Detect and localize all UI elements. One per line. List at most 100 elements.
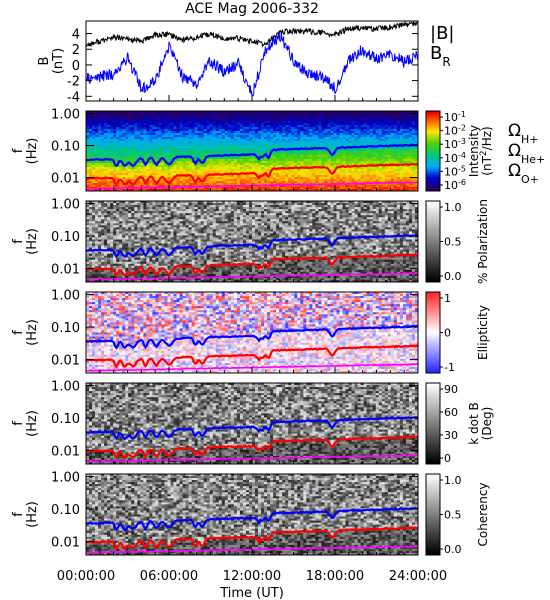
spectrogram-cell <box>128 175 132 178</box>
spectrogram-cell <box>101 125 105 128</box>
spectrogram-cell <box>140 127 144 130</box>
spectrogram-cell <box>140 137 144 140</box>
spectrogram-cell <box>104 181 108 184</box>
spectrogram-cell <box>131 189 135 192</box>
spectrogram-cell <box>107 119 111 122</box>
spectrogram-cell <box>92 149 96 152</box>
spectrogram-cell <box>95 133 99 136</box>
spectrogram-cell <box>116 145 120 148</box>
spectrogram-cell <box>98 125 102 128</box>
spectrogram-cell <box>137 163 141 166</box>
spectrogram-cell <box>119 167 123 170</box>
spectrogram-cell <box>146 173 150 176</box>
spectrogram-cell <box>89 153 93 156</box>
spectrogram-cell <box>125 153 129 156</box>
spectrogram-cell <box>143 175 147 178</box>
spectrogram-cell <box>131 119 135 122</box>
spectrogram-cell <box>140 147 144 150</box>
spectrogram-cell <box>134 165 138 168</box>
spectrogram-cell <box>128 153 132 156</box>
spectrogram-cell <box>89 149 93 152</box>
spectrogram-cell <box>131 121 135 124</box>
spectrogram-cell <box>143 127 147 130</box>
spectrogram-cell <box>89 137 93 140</box>
spectrogram-cell <box>140 115 144 118</box>
spectrogram-cell <box>119 165 123 168</box>
spectrogram-cell <box>113 171 117 174</box>
y-tick-label: 0 <box>72 59 80 74</box>
spectrogram-cell <box>113 133 117 136</box>
spectrogram-cell <box>146 131 150 134</box>
spectrogram-cell <box>134 155 138 158</box>
spectrogram-cell <box>104 129 108 132</box>
spectrogram-cell <box>89 185 93 188</box>
spectrogram-cell <box>125 167 129 170</box>
spectrogram-cell <box>98 163 102 166</box>
spectrogram-cell <box>125 147 129 150</box>
spectrogram-cell <box>95 137 99 140</box>
spectrogram-cell <box>143 153 147 156</box>
spectrogram-cell <box>95 135 99 138</box>
spectrogram-cell <box>86 165 90 168</box>
spectrogram-cell <box>146 151 150 154</box>
spectrogram-cell <box>101 139 105 142</box>
spectrogram-cell <box>116 153 120 156</box>
spectrogram-cell <box>89 129 93 132</box>
spectrogram-cell <box>113 151 117 154</box>
spectrogram-cell <box>137 139 141 142</box>
spectrogram-cell <box>89 141 93 144</box>
spectrogram-cell <box>113 145 117 148</box>
spectrogram-cell <box>119 123 123 126</box>
spectrogram-cell <box>107 167 111 170</box>
spectrogram-cell <box>98 131 102 134</box>
spectrogram-cell <box>104 159 108 162</box>
spectrogram-cell <box>137 127 141 130</box>
spectrogram-cell <box>101 175 105 178</box>
spectrogram-cell <box>89 167 93 170</box>
spectrogram-cell <box>140 167 144 170</box>
spectrogram-cell <box>95 171 99 174</box>
spectrogram-cell <box>116 115 120 118</box>
spectrogram-cell <box>104 115 108 118</box>
spectrogram-cell <box>92 169 96 172</box>
spectrogram-cell <box>122 175 126 178</box>
spectrogram-cell <box>131 111 135 114</box>
spectrogram-cell <box>131 141 135 144</box>
spectrogram-cell <box>122 169 126 172</box>
spectrogram-cell <box>110 115 114 118</box>
spectrogram-cell <box>122 143 126 146</box>
spectrogram-cell <box>143 173 147 176</box>
spectrogram-cell <box>119 173 123 176</box>
spectrogram-cell <box>95 111 99 114</box>
spectrogram-cell <box>146 165 150 168</box>
y-axis-label: B(nT) <box>37 48 66 74</box>
spectrogram-cell <box>107 179 111 182</box>
spectrogram-cell <box>107 181 111 184</box>
spectrogram-cell <box>137 143 141 146</box>
spectrogram-cell <box>119 175 123 178</box>
spectrogram-cell <box>119 135 123 138</box>
spectrogram-cell <box>107 149 111 152</box>
spectrogram-cell <box>125 117 129 120</box>
spectrogram-cell <box>134 189 138 192</box>
spectrogram-cell <box>98 129 102 132</box>
spectrogram-cell <box>107 135 111 138</box>
spectrogram-cell <box>101 149 105 152</box>
spectrogram-cell <box>116 129 120 132</box>
spectrogram-cell <box>104 139 108 142</box>
spectrogram-cell <box>110 157 114 160</box>
spectrogram-cell <box>113 123 117 126</box>
spectrogram-cell <box>140 121 144 124</box>
spectrogram-cell <box>104 149 108 152</box>
spectrogram-cell <box>125 139 129 142</box>
spectrogram-cell <box>110 145 114 148</box>
spectrogram-cell <box>86 175 90 178</box>
spectrogram-cell <box>134 145 138 148</box>
spectrogram-cell <box>116 175 120 178</box>
spectrogram-panel: 1.000.100.01f(Hz)10-110-210-310-410-510-… <box>11 108 545 192</box>
spectrogram-cell <box>98 127 102 130</box>
spectrogram-cell <box>146 113 150 116</box>
spectrogram-cell <box>122 117 126 120</box>
spectrogram-cell <box>134 111 138 114</box>
y-tick-label: -2 <box>67 75 80 90</box>
